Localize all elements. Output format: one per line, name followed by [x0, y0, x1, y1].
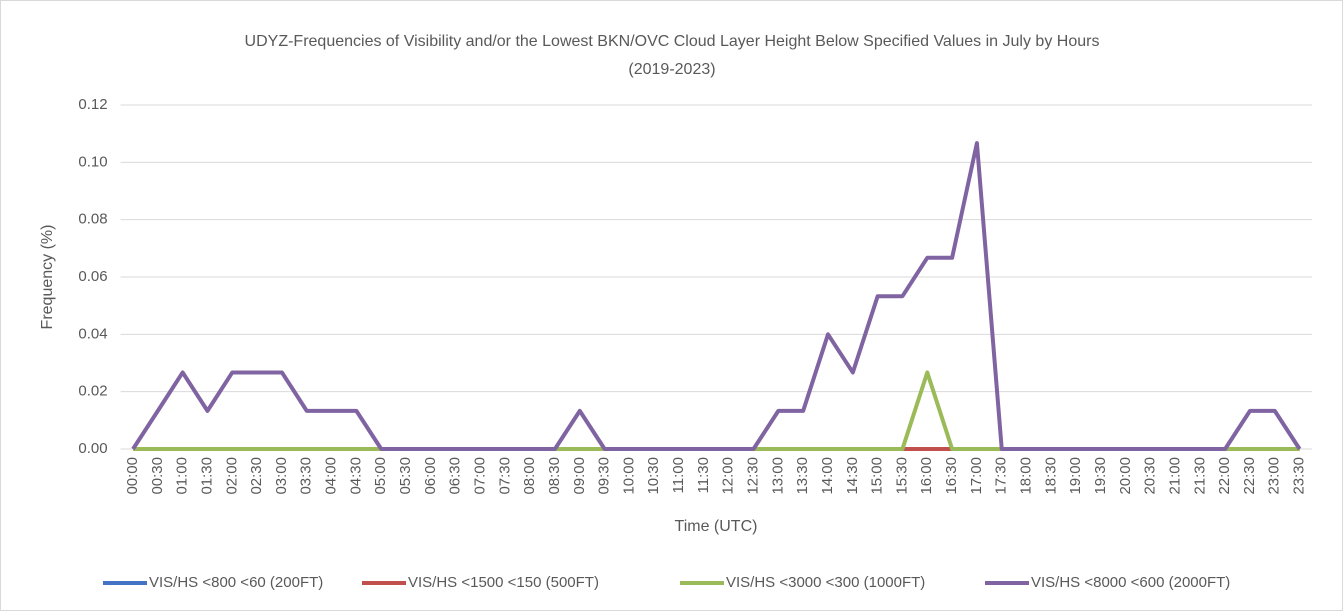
- x-tick-label: 04:00: [323, 457, 340, 495]
- x-tick-label: 17:30: [993, 457, 1010, 495]
- x-tick-label: 06:30: [447, 457, 464, 495]
- x-tick-label: 17:00: [968, 457, 985, 495]
- x-tick-label: 05:30: [397, 457, 414, 495]
- x-tick-label: 09:00: [571, 457, 588, 495]
- x-axis-label: Time (UTC): [675, 518, 758, 535]
- x-tick-label: 19:30: [1092, 457, 1109, 495]
- x-tick-label: 00:00: [124, 457, 141, 495]
- legend-label: VIS/HS <1500 <150 (500FT): [408, 574, 599, 591]
- x-tick-label: 16:00: [918, 457, 935, 495]
- x-tick-label: 08:30: [546, 457, 563, 495]
- x-tick-label: 14:00: [819, 457, 836, 495]
- x-tick-label: 05:00: [372, 457, 389, 495]
- x-tick-label: 11:30: [695, 457, 712, 493]
- x-tick-label: 11:00: [670, 457, 687, 493]
- x-tick-label: 13:00: [769, 457, 786, 495]
- x-tick-label: 15:30: [893, 457, 910, 495]
- x-tick-label: 02:30: [248, 457, 265, 495]
- x-tick-label: 10:30: [645, 457, 662, 495]
- x-tick-label: 20:00: [1117, 457, 1134, 495]
- x-tick-label: 03:00: [273, 457, 290, 495]
- y-tick-label: 0.06: [78, 268, 107, 285]
- x-tick-label: 09:30: [596, 457, 613, 495]
- y-tick-label: 0.10: [78, 153, 107, 170]
- x-tick-label: 16:30: [943, 457, 960, 495]
- legend-label: VIS/HS <8000 <600 (2000FT): [1031, 574, 1230, 591]
- legend-label: VIS/HS <800 <60 (200FT): [149, 574, 323, 591]
- x-tick-label: 13:30: [794, 457, 811, 495]
- x-tick-label: 00:30: [149, 457, 166, 495]
- x-tick-label: 14:30: [844, 457, 861, 495]
- x-tick-label: 21:00: [1166, 457, 1183, 495]
- x-tick-label: 15:00: [869, 457, 886, 495]
- x-tick-label: 20:30: [1142, 457, 1159, 495]
- x-tick-label: 07:00: [471, 457, 488, 495]
- x-tick-label: 02:00: [223, 457, 240, 495]
- y-tick-label: 0.04: [78, 325, 107, 342]
- x-tick-label: 12:00: [720, 457, 737, 495]
- y-tick-label: 0.02: [78, 383, 107, 400]
- legend-label: VIS/HS <3000 <300 (1000FT): [726, 574, 925, 591]
- chart-subtitle: (2019-2023): [628, 61, 715, 78]
- x-tick-label: 23:00: [1266, 457, 1283, 495]
- x-tick-label: 10:00: [620, 457, 637, 495]
- x-tick-label: 07:30: [496, 457, 513, 495]
- x-tick-label: 22:30: [1241, 457, 1258, 495]
- x-tick-label: 03:30: [298, 457, 315, 495]
- x-tick-label: 22:00: [1216, 457, 1233, 495]
- x-tick-label: 18:00: [1018, 457, 1035, 495]
- x-tick-label: 18:30: [1042, 457, 1059, 495]
- chart-title: UDYZ-Frequencies of Visibility and/or th…: [245, 33, 1100, 50]
- x-tick-label: 21:30: [1191, 457, 1208, 495]
- y-tick-label: 0.00: [78, 440, 107, 457]
- y-tick-label: 0.08: [78, 211, 107, 228]
- x-tick-label: 12:30: [745, 457, 762, 495]
- y-tick-label: 0.12: [78, 96, 107, 113]
- x-tick-label: 04:30: [347, 457, 364, 495]
- series-line: [131, 141, 1302, 451]
- x-tick-label: 01:00: [174, 457, 191, 495]
- x-tick-label: 06:00: [422, 457, 439, 495]
- x-tick-label: 19:00: [1067, 457, 1084, 495]
- x-tick-label: 01:30: [198, 457, 215, 495]
- x-tick-label: 23:30: [1291, 457, 1308, 495]
- y-axis-label: Frequency (%): [39, 225, 56, 330]
- x-tick-label: 08:00: [521, 457, 538, 495]
